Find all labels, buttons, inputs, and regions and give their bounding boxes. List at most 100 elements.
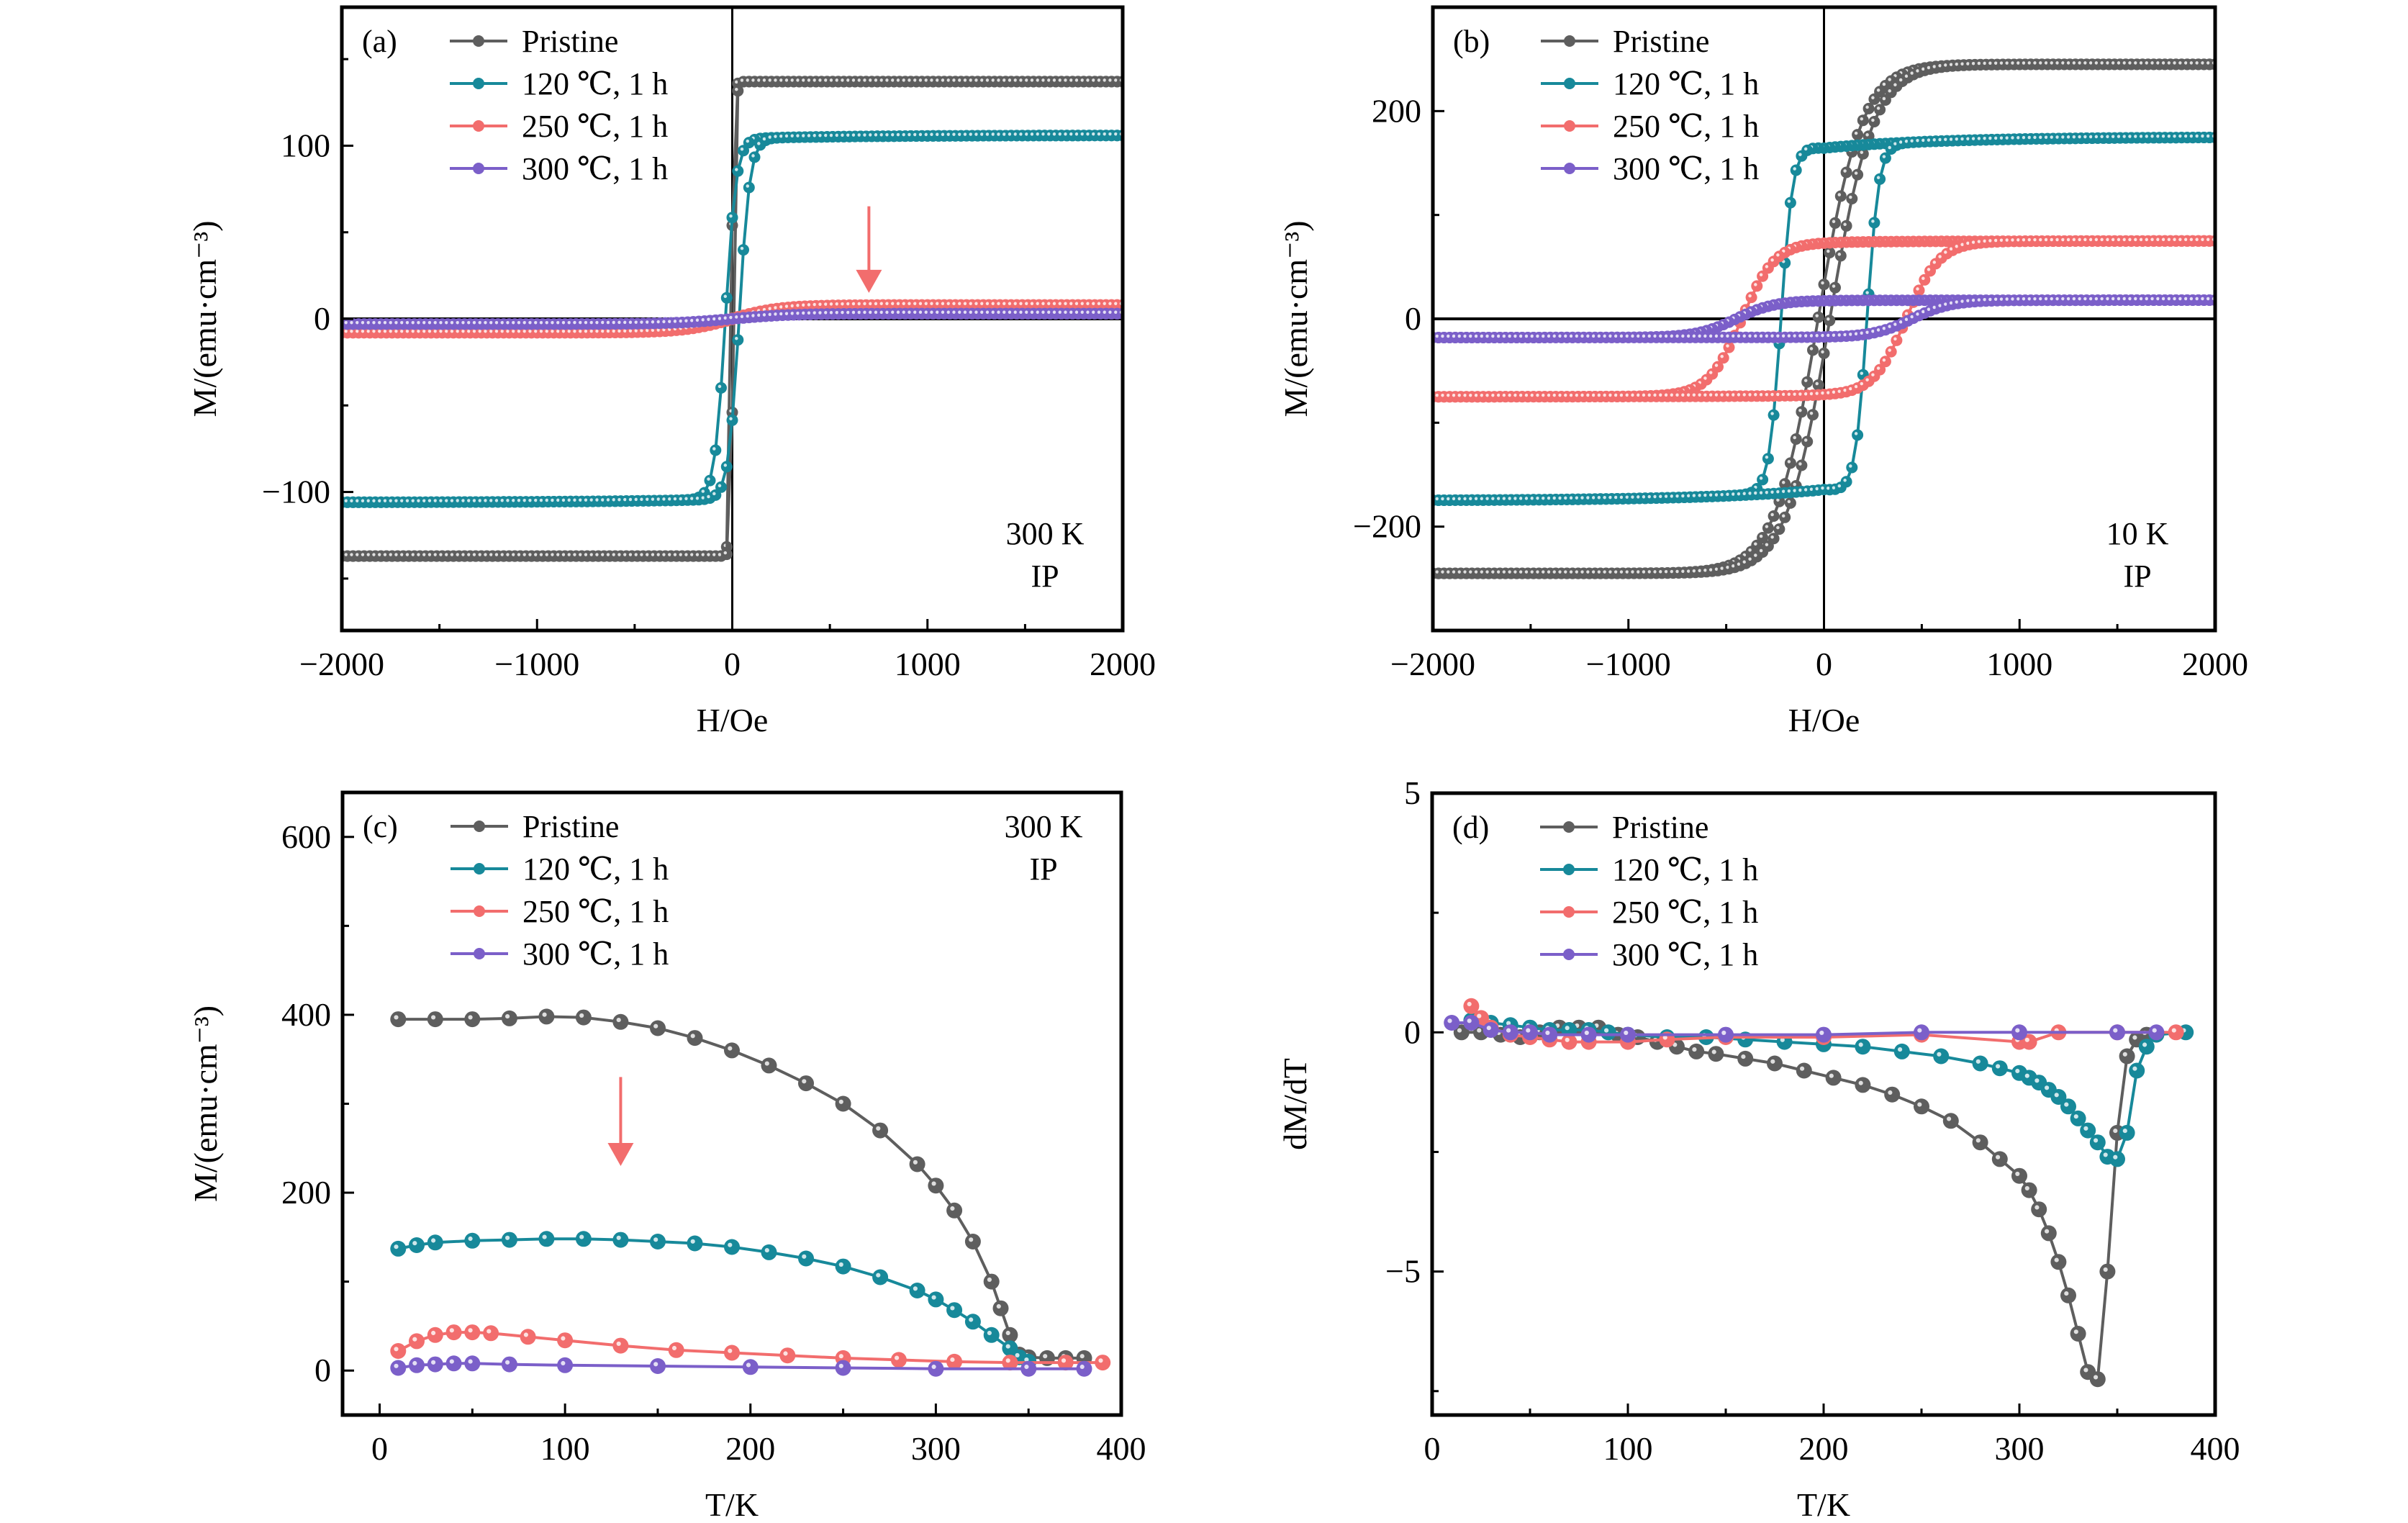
data-point <box>2050 1254 2067 1270</box>
data-point-highlight <box>417 499 420 502</box>
data-point-highlight <box>997 78 1000 82</box>
data-point-highlight <box>551 553 554 556</box>
data-point-highlight <box>1513 334 1517 338</box>
data-point-highlight <box>561 329 566 333</box>
data-point-highlight <box>646 553 649 556</box>
data-point-highlight <box>1827 487 1830 490</box>
data-point-highlight <box>1698 569 1701 573</box>
data-point-highlight <box>1079 1354 1085 1359</box>
data-point-highlight <box>378 499 381 503</box>
data-point-highlight <box>1097 310 1101 315</box>
data-point-highlight <box>1496 334 1501 338</box>
data-point-highlight <box>456 499 460 502</box>
data-point <box>1868 217 1880 229</box>
data-point-highlight <box>2033 238 2037 242</box>
data-point-highlight <box>2189 238 2194 242</box>
data-point-highlight <box>985 310 990 315</box>
data-point-highlight <box>969 302 973 306</box>
data-point-highlight <box>617 329 621 333</box>
data-point-highlight <box>1742 560 1747 564</box>
data-point-highlight <box>439 553 443 556</box>
data-point-highlight <box>383 553 387 556</box>
data-point <box>1825 1070 1842 1086</box>
data-point-highlight <box>1552 334 1557 338</box>
data-point <box>1818 347 1830 359</box>
data-point-highlight <box>628 553 633 556</box>
data-point-highlight <box>673 553 677 556</box>
data-point-highlight <box>528 553 532 556</box>
data-point-highlight <box>1052 78 1056 82</box>
data-point-highlight <box>350 499 353 503</box>
data-point-highlight <box>1781 481 1785 484</box>
data-point-highlight <box>662 553 666 556</box>
data-point-highlight <box>1664 393 1668 397</box>
data-point-highlight <box>1798 392 1802 396</box>
data-point-highlight <box>1726 565 1729 569</box>
data-point-highlight <box>1457 393 1462 397</box>
data-point-highlight <box>1949 247 1953 251</box>
data-point-highlight <box>1765 455 1769 459</box>
data-point-highlight <box>422 553 426 556</box>
data-point-highlight <box>1742 334 1747 338</box>
series-300-1-h <box>342 307 1123 330</box>
data-point-highlight <box>656 320 661 324</box>
data-point-highlight <box>394 1015 399 1020</box>
data-point-highlight <box>2005 136 2009 140</box>
legend-item: Pristine <box>450 24 618 59</box>
data-point-highlight <box>1047 310 1051 315</box>
data-point-highlight <box>790 312 795 315</box>
data-point-highlight <box>1993 61 1998 65</box>
data-point-highlight <box>606 553 610 556</box>
data-point-highlight <box>1827 317 1830 321</box>
data-point-highlight <box>595 553 599 556</box>
data-point-highlight <box>2128 61 2132 65</box>
data-point-highlight <box>1821 391 1824 395</box>
data-point-highlight <box>1469 497 1472 501</box>
data-point <box>1737 1050 1754 1067</box>
data-point-highlight <box>545 553 549 556</box>
data-point-highlight <box>1787 334 1791 338</box>
data-point-highlight <box>784 312 789 315</box>
data-point <box>464 1011 481 1028</box>
data-point-highlight <box>1803 379 1808 382</box>
data-point <box>409 1333 425 1350</box>
data-point-highlight <box>500 553 504 556</box>
data-point-highlight <box>561 498 566 502</box>
legend-label: 120 ℃, 1 h <box>1613 66 1759 101</box>
data-point-highlight <box>829 302 833 306</box>
data-point-highlight <box>2183 134 2188 138</box>
y-tick-label: 0 <box>314 1352 331 1388</box>
data-point-highlight <box>1092 78 1095 82</box>
data-point-highlight <box>790 304 795 308</box>
data-point-highlight <box>896 78 900 82</box>
data-point-highlight <box>612 329 616 333</box>
data-point <box>1942 1113 1959 1129</box>
data-point <box>427 1234 443 1251</box>
data-point-highlight <box>584 498 588 502</box>
data-point-highlight <box>431 1360 436 1365</box>
data-point <box>1767 409 1780 421</box>
data-point-highlight <box>1944 250 1947 254</box>
data-point-highlight <box>500 320 504 325</box>
data-point-highlight <box>506 329 510 333</box>
data-point <box>1913 284 1925 297</box>
data-point-highlight <box>389 499 393 502</box>
data-point-highlight <box>1837 484 1842 488</box>
data-point-highlight <box>1508 393 1511 397</box>
data-point <box>928 1360 944 1377</box>
data-point-highlight <box>958 310 961 315</box>
series-group <box>1444 998 2194 1388</box>
data-point-highlight <box>467 329 471 333</box>
data-point-highlight <box>1586 334 1590 338</box>
data-point-highlight <box>1005 1344 1010 1349</box>
data-point-highlight <box>1002 78 1006 82</box>
data-point-highlight <box>896 132 900 137</box>
data-point-highlight <box>2206 134 2210 138</box>
data-point-highlight <box>1036 310 1040 315</box>
data-point-highlight <box>2072 61 2076 65</box>
data-point-highlight <box>506 320 510 325</box>
data-point-highlight <box>1608 334 1612 338</box>
data-point-highlight <box>902 132 906 137</box>
data-point-highlight <box>1938 255 1942 258</box>
data-point-highlight <box>411 320 415 325</box>
